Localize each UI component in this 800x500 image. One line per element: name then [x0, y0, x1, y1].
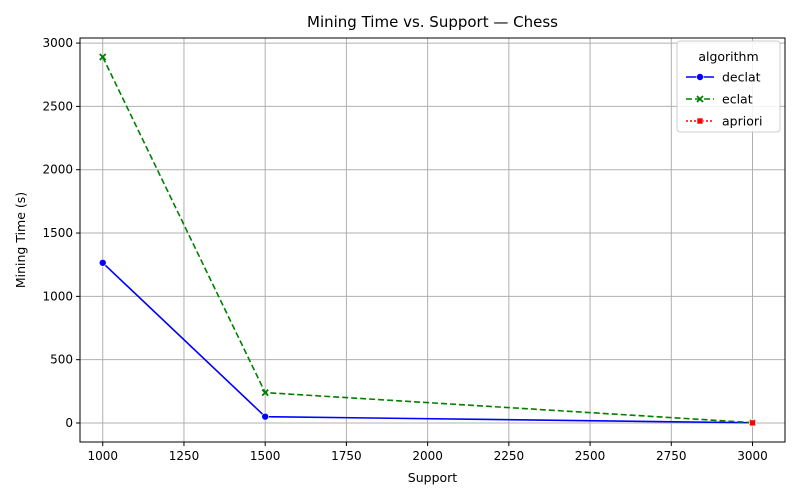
data-point-eclat	[99, 53, 107, 61]
legend-marker-declat	[696, 73, 704, 81]
x-tick-label: 3000	[737, 449, 768, 463]
data-point-eclat	[261, 388, 269, 397]
y-tick-label: 1500	[42, 226, 73, 240]
y-tick-label: 500	[50, 353, 73, 367]
legend-marker-eclat-stroke	[696, 95, 704, 103]
y-tick-label: 0	[65, 416, 73, 430]
axis-ticks: 1000 1250 1500 1750 2000 2250 2500 2750 3000 0 500…	[42, 36, 767, 463]
legend-label-eclat: eclat	[722, 92, 753, 107]
legend-label-declat: declat	[722, 70, 761, 85]
x-tick-label: 2500	[575, 449, 606, 463]
legend-title: algorithm	[698, 49, 758, 64]
y-tick-label: 1000	[42, 289, 73, 303]
x-tick-label: 2750	[656, 449, 687, 463]
chart-title: Mining Time vs. Support — Chess	[307, 13, 558, 31]
legend: algorithm declat eclat apriori	[676, 40, 781, 133]
legend-label-apriori: apriori	[722, 114, 762, 129]
legend-marker-eclat	[696, 95, 704, 103]
legend-box	[676, 40, 781, 133]
legend-item-eclat: eclat	[686, 92, 753, 107]
x-tick-label: 1750	[331, 449, 362, 463]
x-tick-label: 1500	[250, 449, 281, 463]
x-tick-label: 2250	[494, 449, 525, 463]
data-point-declat	[98, 258, 107, 267]
y-tick-label: 2000	[42, 163, 73, 177]
plot-area-frame	[79, 37, 786, 443]
grid	[80, 38, 785, 442]
legend-item-declat: declat	[686, 70, 761, 85]
legend-item-apriori: apriori	[686, 114, 762, 129]
x-tick-label: 2000	[412, 449, 443, 463]
data-point-eclat-stroke	[261, 388, 269, 397]
x-tick-label: 1250	[169, 449, 200, 463]
legend-marker-apriori	[696, 117, 704, 125]
y-axis-label: Mining Time (s)	[13, 192, 28, 288]
data-point-eclat-stroke	[99, 53, 107, 61]
x-tick-label: 1000	[87, 449, 118, 463]
legend-items: declat eclat apriori	[686, 70, 762, 129]
series-apriori	[749, 419, 756, 427]
plot-series	[98, 53, 757, 427]
data-point-apriori	[749, 419, 756, 427]
y-tick-label: 2500	[42, 99, 73, 113]
data-point-declat	[261, 412, 269, 421]
x-axis-label: Support	[408, 470, 458, 485]
y-tick-label: 3000	[42, 36, 73, 50]
